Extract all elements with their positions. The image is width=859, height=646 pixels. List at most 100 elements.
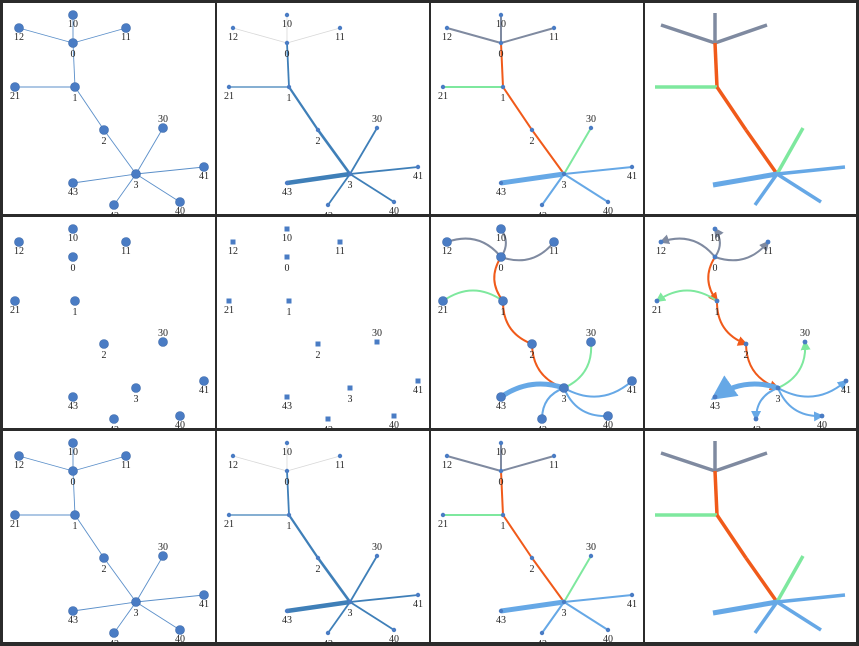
edge-0-12 (18, 27, 74, 44)
node-label-21: 21 (438, 91, 448, 102)
node-2 (529, 127, 535, 133)
node-label-0: 0 (499, 263, 504, 274)
node-label-30: 30 (158, 542, 168, 553)
graph-panel-curved-edges: 0123101112213040414243 (431, 217, 643, 428)
edge-0-11 (500, 27, 555, 44)
edge-0-12 (446, 455, 502, 472)
edge-0-1 (72, 42, 76, 88)
node-42 (325, 630, 331, 636)
node-3 (559, 383, 569, 393)
graph-svg: 0123101112213040414243 (10, 10, 209, 214)
node-43 (496, 392, 506, 402)
node-42 (109, 628, 119, 638)
node-label-21: 21 (438, 519, 448, 530)
node-21 (654, 298, 660, 304)
node-label-43: 43 (496, 187, 506, 198)
node-label-3: 3 (562, 180, 567, 191)
edge-2-3 (531, 557, 565, 603)
node-label-41: 41 (199, 171, 209, 182)
node-2 (315, 341, 321, 347)
node-label-12: 12 (228, 32, 238, 43)
nodes: 0123101112213040414243 (438, 12, 637, 214)
node-label-10: 10 (710, 233, 720, 244)
node-0 (68, 252, 78, 262)
graph-svg: 0123101112213040414243 (10, 438, 209, 642)
node-43 (68, 606, 78, 616)
node-label-42: 42 (109, 639, 119, 642)
node-label-2: 2 (530, 564, 535, 575)
node-0 (284, 40, 290, 46)
node-40 (175, 197, 185, 207)
graph-panel-colored-edges: 0123101112213040414243 (431, 431, 643, 642)
node-11 (121, 23, 131, 33)
node-label-10: 10 (68, 447, 78, 458)
edges (442, 228, 633, 420)
node-label-41: 41 (199, 385, 209, 396)
edge-0-10 (713, 227, 724, 258)
node-11 (549, 237, 559, 247)
node-label-3: 3 (348, 394, 353, 405)
edge-3-42 (113, 173, 137, 206)
edge-3-40 (563, 387, 609, 418)
edge-3-42 (113, 601, 137, 634)
edge-3-30 (349, 555, 378, 603)
edge-3-40 (563, 173, 609, 203)
edge-3-40 (349, 601, 395, 631)
edge-3-30 (135, 555, 164, 603)
node-12 (442, 237, 452, 247)
node-40 (175, 625, 185, 635)
edge-3-42 (327, 601, 351, 634)
edge-0-12 (232, 27, 288, 44)
node-label-12: 12 (656, 246, 666, 257)
node-label-11: 11 (121, 32, 131, 43)
node-40 (175, 411, 185, 421)
edge-1-2 (715, 514, 748, 559)
node-12 (14, 451, 24, 461)
edge-1-2 (715, 300, 748, 346)
node-label-40: 40 (603, 420, 613, 428)
edge-1-2 (74, 514, 105, 559)
edge-0-11 (286, 27, 341, 44)
node-21 (438, 296, 448, 306)
node-30 (158, 123, 168, 133)
edge-3-40 (777, 387, 824, 422)
node-10 (284, 12, 290, 18)
node-label-42: 42 (109, 425, 119, 428)
edge-2-3 (531, 343, 565, 389)
node-label-40: 40 (603, 206, 613, 214)
node-41 (627, 376, 637, 386)
edge-3-41 (776, 165, 846, 176)
node-43 (498, 608, 504, 614)
node-label-11: 11 (335, 460, 345, 471)
node-2 (99, 339, 109, 349)
node-3 (347, 385, 353, 391)
node-label-12: 12 (442, 460, 452, 471)
edge-3-40 (349, 173, 395, 203)
node-label-11: 11 (335, 246, 345, 257)
node-label-1: 1 (287, 307, 292, 318)
edge-0-1 (713, 470, 719, 516)
node-41 (199, 590, 209, 600)
node-label-0: 0 (71, 477, 76, 488)
node-1 (70, 510, 80, 520)
node-label-41: 41 (413, 171, 423, 182)
edge-0-12 (660, 451, 716, 473)
edge-0-11 (72, 27, 127, 44)
node-label-41: 41 (413, 385, 423, 396)
edge-1-2 (74, 86, 105, 131)
node-label-42: 42 (323, 639, 333, 642)
node-2 (315, 555, 321, 561)
node-label-21: 21 (10, 519, 20, 530)
node-label-1: 1 (501, 93, 506, 104)
node-1 (70, 296, 80, 306)
node-label-43: 43 (496, 615, 506, 626)
edge-3-30 (563, 127, 592, 175)
node-3 (131, 597, 141, 607)
node-2 (743, 341, 749, 347)
node-label-40: 40 (817, 420, 827, 428)
nodes: 0123101112213040414243 (224, 12, 423, 214)
node-12 (14, 237, 24, 247)
node-30 (586, 337, 596, 347)
node-21 (10, 510, 20, 520)
edge-3-40 (563, 601, 609, 631)
